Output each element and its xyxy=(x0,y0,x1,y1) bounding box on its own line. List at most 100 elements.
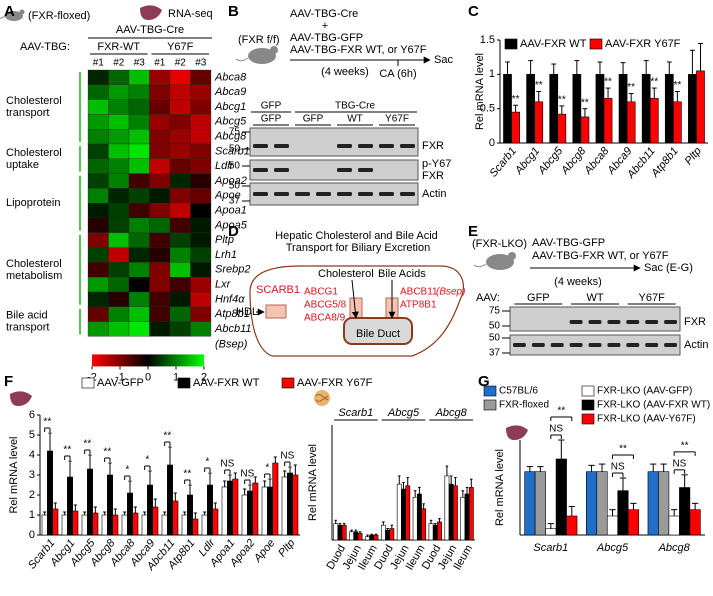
legend-label: FXR-LKO (AAV-GFP) xyxy=(597,386,692,397)
heatmap-cell xyxy=(87,69,109,85)
heatmap-cell xyxy=(128,232,150,248)
x-tick-label: Abcg5 xyxy=(596,542,629,554)
gene-label: Abca8 xyxy=(214,71,247,83)
bar xyxy=(603,98,613,144)
bar xyxy=(281,476,288,536)
bar xyxy=(428,523,434,541)
heatmap-cell xyxy=(108,277,130,293)
blot-label: Actin xyxy=(422,188,446,200)
assay: RNA-seq xyxy=(168,8,213,20)
substrate: Cholesterol xyxy=(318,268,374,280)
bar xyxy=(147,484,153,536)
mw-marker: 50 xyxy=(229,161,241,172)
heatmap-cell xyxy=(190,143,212,159)
bar xyxy=(112,514,119,536)
lane-label: WT xyxy=(586,292,603,304)
heatmap-cell xyxy=(87,291,109,307)
bar xyxy=(688,74,697,144)
bar xyxy=(555,458,567,536)
legend-swatch xyxy=(281,377,295,389)
lane-group: TBG-Cre xyxy=(335,101,375,112)
heatmap-cell xyxy=(108,99,130,115)
bar xyxy=(421,508,427,541)
gene-label: Apoa1 xyxy=(214,205,247,217)
bar xyxy=(385,529,391,541)
bar xyxy=(212,508,219,536)
bar xyxy=(261,486,268,536)
bar xyxy=(534,101,544,144)
bar xyxy=(566,515,578,536)
x-tick-label: Abcg8 xyxy=(658,542,691,554)
heatmap-cell xyxy=(149,188,171,204)
bar xyxy=(673,101,682,144)
diagram-title-line: Transport for Biliary Excretion xyxy=(286,242,430,254)
lane-label: Y67F xyxy=(639,292,666,304)
gene-label: Apoa2 xyxy=(214,175,247,187)
heatmap-cell xyxy=(169,69,191,85)
bar xyxy=(221,486,228,536)
liver-outline xyxy=(249,265,464,357)
mw-marker: 37 xyxy=(489,348,501,359)
legend-label: FXR-LKO (AAV-FXR WT) xyxy=(597,400,710,411)
heatmap-cell xyxy=(149,158,171,174)
liver-icon xyxy=(506,425,528,440)
heatmap-cell xyxy=(169,321,191,337)
heatmap-cell xyxy=(128,217,150,233)
bar xyxy=(549,74,559,144)
heatmap-cell xyxy=(169,277,191,293)
significance: ** xyxy=(604,77,612,88)
legend-swatch xyxy=(177,377,191,389)
bar xyxy=(641,74,651,144)
gene-label: Abcg5 xyxy=(214,116,247,128)
heatmap-cell xyxy=(128,158,150,174)
legend-label: AAV-FXR Y67F xyxy=(605,38,681,50)
significance: ** xyxy=(558,95,566,106)
legend-swatch xyxy=(589,38,603,50)
y-tick-label: 0.5 xyxy=(480,103,495,115)
band xyxy=(358,192,373,196)
group-label-line: Cholesterol xyxy=(6,147,65,159)
blot xyxy=(249,159,419,181)
group-label: Cholesterol uptake xyxy=(6,147,65,171)
bar xyxy=(161,514,168,536)
y-tick-label: 0 xyxy=(29,529,35,541)
bar xyxy=(172,500,179,536)
heatmap-cell xyxy=(169,291,191,307)
bar xyxy=(545,528,557,536)
gene-label: Abca9 xyxy=(214,86,246,98)
band xyxy=(253,168,268,172)
bar xyxy=(187,494,193,536)
vector: AAV-TBG-Cre xyxy=(290,8,358,20)
treatment: AAV-TBG-Cre xyxy=(116,24,184,36)
heatmap-cell xyxy=(87,173,109,189)
column-label: #2 xyxy=(113,58,125,69)
significance: * xyxy=(125,465,129,476)
legend-label: FXR-LKO (AAV-Y67F) xyxy=(597,414,696,425)
heatmap-cell xyxy=(108,173,130,189)
heatmap-cell xyxy=(87,114,109,130)
blot-label: p-Y67 FXR xyxy=(422,158,454,182)
blot xyxy=(249,127,419,157)
row-header: AAV-TBG: xyxy=(20,41,70,53)
significance: NS xyxy=(672,458,686,469)
lane-label: WT xyxy=(347,114,363,125)
heatmap-cell xyxy=(128,321,150,337)
bile-duct xyxy=(343,317,413,345)
band xyxy=(513,343,526,347)
heatmap-cell xyxy=(108,69,130,85)
blot-label-line: FXR xyxy=(422,170,444,182)
condition: (FXR f/f) xyxy=(238,34,280,46)
x-tick-label: Pltp xyxy=(683,145,704,167)
significance: ** xyxy=(535,80,543,91)
bar xyxy=(618,74,628,144)
mw-marker: 50 xyxy=(229,181,241,192)
bar xyxy=(464,493,470,541)
uptake-receptor: SCARB1 xyxy=(256,284,300,296)
transporter: ABCG5/8 xyxy=(304,300,347,311)
band xyxy=(337,192,352,196)
heatmap-cell xyxy=(149,114,171,130)
bar xyxy=(52,508,59,536)
heatmap-cell xyxy=(149,203,171,219)
bar xyxy=(626,101,636,144)
group-label: Scarb1 xyxy=(338,407,373,419)
